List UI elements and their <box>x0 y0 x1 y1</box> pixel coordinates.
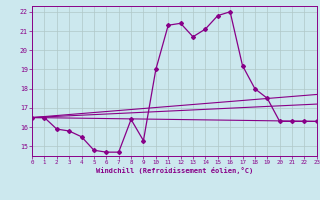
X-axis label: Windchill (Refroidissement éolien,°C): Windchill (Refroidissement éolien,°C) <box>96 167 253 174</box>
